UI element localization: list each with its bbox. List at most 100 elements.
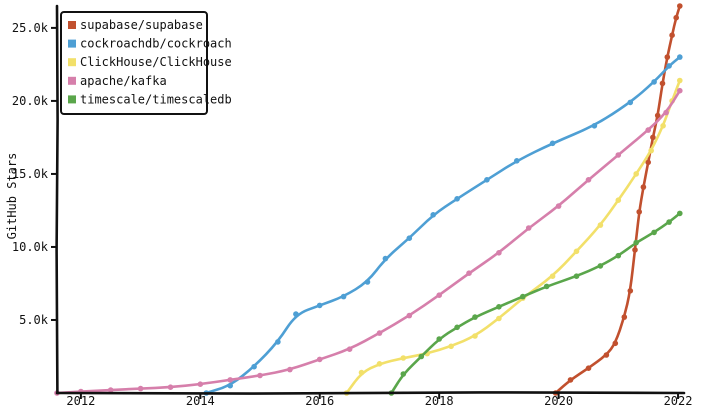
data-point <box>364 279 371 285</box>
data-point <box>472 314 478 320</box>
data-point <box>567 377 574 383</box>
data-point <box>227 377 233 383</box>
data-point <box>549 140 556 147</box>
data-point <box>612 340 619 347</box>
legend-label: timescale/timescaledb <box>80 92 232 106</box>
y-tick-label: 15.0k <box>12 167 49 181</box>
data-point <box>585 177 592 183</box>
data-point <box>636 209 642 215</box>
data-point <box>648 147 654 154</box>
data-point <box>436 292 443 299</box>
data-point <box>666 63 672 69</box>
data-point <box>514 158 520 164</box>
data-point <box>597 263 604 269</box>
data-point <box>669 32 675 38</box>
series-layer <box>54 3 683 396</box>
legend-box <box>60 11 208 115</box>
data-point <box>275 339 281 345</box>
legend-swatch <box>68 76 76 85</box>
data-point <box>650 134 656 141</box>
data-point <box>627 99 634 106</box>
y-tick-label: 5.0k <box>19 313 49 327</box>
ticks-layer: 2012 2014 2016 2018 2020 2022 5.0k 10.0k 15.0k 20… <box>12 21 693 408</box>
legend-label: ClickHouse/ClickHouse <box>80 55 232 69</box>
axes-layer <box>55 4 686 395</box>
data-point <box>597 222 604 228</box>
series-clickhouse-clickhouse <box>343 77 683 396</box>
data-point <box>400 355 407 361</box>
x-tick-label: 2016 <box>305 394 334 408</box>
legend: supabase/supabase cockroachdb/cockroach Cl… <box>60 11 232 115</box>
data-point <box>632 247 638 253</box>
data-point <box>340 293 347 300</box>
data-point <box>448 343 454 350</box>
data-point <box>472 333 478 339</box>
data-point <box>376 361 383 367</box>
data-point <box>677 77 683 84</box>
data-point <box>358 369 365 376</box>
series-supabase-supabase <box>552 3 683 396</box>
data-point <box>627 288 634 294</box>
data-point <box>293 311 299 317</box>
data-point <box>654 112 661 119</box>
legend-swatch <box>68 39 76 48</box>
data-point <box>673 14 679 21</box>
data-point <box>197 381 204 388</box>
legend-label: supabase/supabase <box>80 18 203 32</box>
data-point <box>382 255 389 262</box>
data-point <box>376 330 383 336</box>
data-point <box>418 353 425 360</box>
data-point <box>227 382 233 389</box>
data-point <box>346 346 353 353</box>
data-point <box>549 273 556 280</box>
data-point <box>645 159 651 166</box>
series-line <box>55 89 682 395</box>
legend-swatch <box>68 21 76 29</box>
data-point <box>677 210 683 217</box>
y-tick-label: 10.0k <box>12 240 49 254</box>
data-point <box>633 239 639 246</box>
y-tick-label: 25.0k <box>12 21 49 35</box>
series-timescale-timescaledb <box>388 210 683 396</box>
data-point <box>555 203 562 209</box>
data-point <box>520 293 526 300</box>
y-axis-line <box>55 4 59 395</box>
data-point <box>466 270 472 277</box>
series-apache-kafka <box>54 87 683 396</box>
data-point <box>677 3 683 9</box>
legend-label: cockroachdb/cockroach <box>80 37 232 51</box>
data-point <box>316 302 323 309</box>
series-cockroachdb-cockroach <box>203 54 683 396</box>
series-line <box>345 79 682 395</box>
legend-label: apache/kafka <box>80 74 167 88</box>
legend-items: supabase/supabase cockroachdb/cockroach Cl… <box>68 18 232 106</box>
data-point <box>454 324 460 331</box>
data-point <box>591 123 598 129</box>
data-point <box>496 304 502 310</box>
data-point <box>666 219 672 225</box>
data-point <box>436 336 443 342</box>
data-point <box>496 250 502 256</box>
data-point <box>603 352 610 358</box>
x-tick-label: 2012 <box>66 394 95 408</box>
data-point <box>496 315 502 322</box>
data-point <box>454 196 460 202</box>
data-point <box>660 123 666 129</box>
legend-swatch <box>68 95 76 104</box>
data-point <box>615 197 622 203</box>
data-point <box>167 384 174 391</box>
data-point <box>615 152 622 158</box>
data-point <box>659 80 666 87</box>
data-point <box>677 87 683 94</box>
data-point <box>640 184 647 190</box>
data-point <box>543 283 550 290</box>
x-tick-label: 2020 <box>544 394 573 408</box>
data-point <box>651 79 657 85</box>
data-point <box>573 248 580 255</box>
data-point <box>137 385 144 392</box>
data-point <box>316 356 323 363</box>
x-tick-label: 2018 <box>425 394 454 408</box>
data-point <box>663 109 669 116</box>
data-point <box>107 387 114 393</box>
